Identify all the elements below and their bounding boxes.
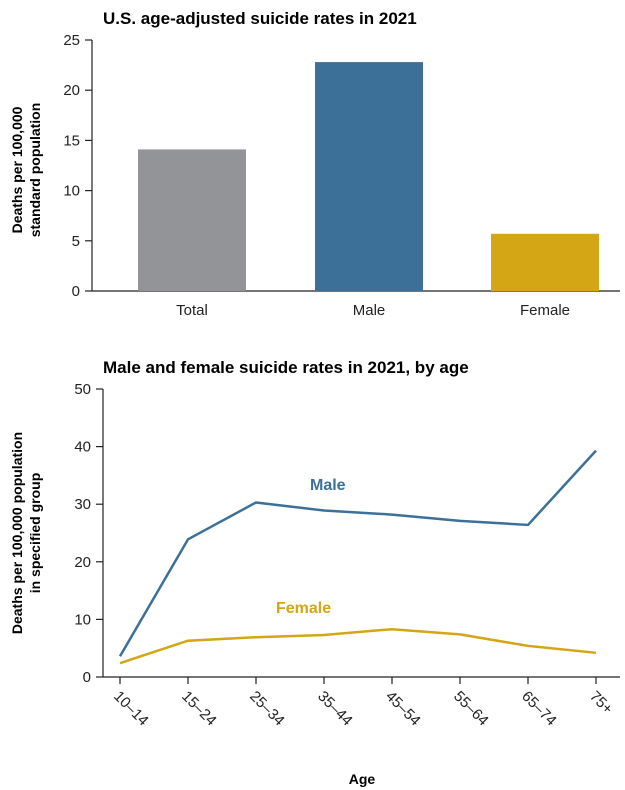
y-tick-label: 5 <box>72 233 80 250</box>
y-tick-label: 50 <box>74 381 91 398</box>
category-label: Male <box>353 302 386 319</box>
y-tick-label: 40 <box>74 439 91 456</box>
line-chart-title: Male and female suicide rates in 2021, b… <box>103 358 469 377</box>
x-tick-label: 65–74 <box>518 688 560 730</box>
x-tick-label: 45–54 <box>382 688 424 730</box>
line-chart: Male and female suicide rates in 2021, b… <box>9 358 620 787</box>
y-tick-label: 15 <box>63 132 80 149</box>
bar-chart-ylabel: Deaths per 100,000 standard population <box>9 103 43 238</box>
bar-female <box>491 233 599 291</box>
bar-chart-y-ticks: 0 5 10 15 20 25 <box>63 32 92 300</box>
line-chart-ylabel: Deaths per 100,000 population in specifi… <box>9 432 43 634</box>
series-label-male: Male <box>310 477 346 494</box>
y-tick-label: 10 <box>74 611 91 628</box>
line-chart-x-ticks: 10–14 15–24 25–34 35–44 45–54 55–64 65–74 75+ <box>110 677 616 729</box>
y-tick-label: 0 <box>83 669 91 686</box>
x-tick-label: 55–64 <box>450 688 492 730</box>
bar-chart-title: U.S. age-adjusted suicide rates in 2021 <box>103 9 417 28</box>
y-tick-label: 10 <box>63 183 80 200</box>
category-label: Total <box>176 302 208 319</box>
line-chart-ylabel-line1: Deaths per 100,000 population <box>9 432 25 634</box>
x-tick-label: 75+ <box>586 688 616 718</box>
y-tick-label: 20 <box>74 554 91 571</box>
y-tick-label: 30 <box>74 496 91 513</box>
series-label-female: Female <box>276 600 331 617</box>
x-tick-label: 35–44 <box>314 688 356 730</box>
bar-total <box>138 149 246 291</box>
y-tick-label: 20 <box>63 82 80 99</box>
y-tick-label: 0 <box>72 283 80 300</box>
bar-chart: U.S. age-adjusted suicide rates in 2021 … <box>9 9 620 319</box>
line-chart-series <box>118 449 597 665</box>
line-chart-xlabel: Age <box>349 771 376 787</box>
series-line-female <box>119 627 597 665</box>
x-tick-label: 25–34 <box>246 688 288 730</box>
bar-chart-bars <box>138 62 599 292</box>
x-tick-label: 10–14 <box>110 688 152 730</box>
bar-male <box>315 62 423 292</box>
bar-chart-ylabel-line1: Deaths per 100,000 <box>9 106 25 233</box>
bar-chart-ylabel-line2: standard population <box>27 103 43 238</box>
line-chart-y-ticks: 0 10 20 30 40 50 <box>74 381 103 686</box>
x-tick-label: 15–24 <box>178 688 220 730</box>
y-tick-label: 25 <box>63 32 80 49</box>
bar-chart-categories: Total Male Female <box>176 302 570 319</box>
series-line-male <box>118 449 597 657</box>
category-label: Female <box>520 302 570 319</box>
line-chart-ylabel-line2: in specified group <box>27 473 43 594</box>
